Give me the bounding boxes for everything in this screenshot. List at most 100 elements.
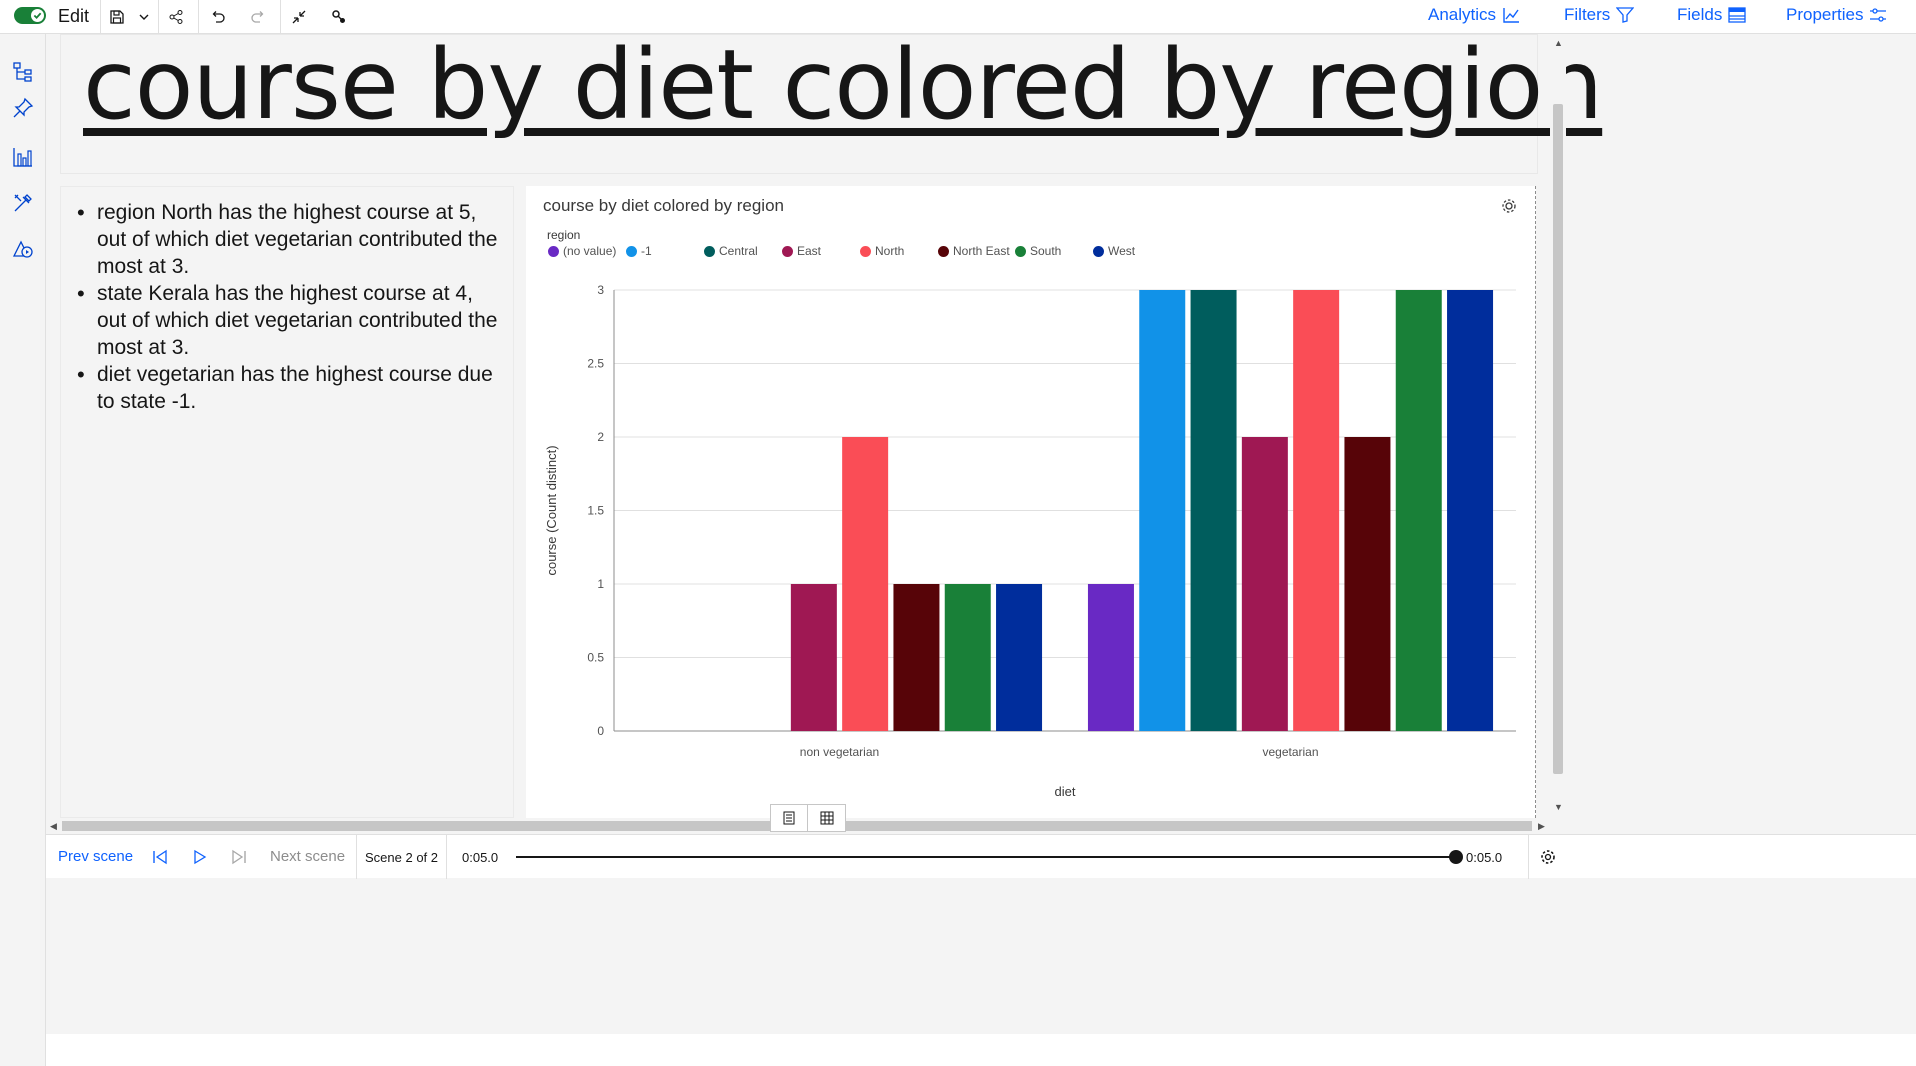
chevron-down-icon[interactable]	[134, 0, 154, 34]
table-icon[interactable]	[808, 805, 845, 831]
legend-title: region	[547, 228, 581, 242]
legend-item[interactable]: -1	[626, 244, 652, 258]
bar	[1190, 290, 1237, 731]
legend-swatch	[860, 245, 871, 257]
undo-icon[interactable]	[206, 0, 230, 34]
y-tick-label: 2.5	[587, 357, 604, 371]
share-icon[interactable]	[164, 0, 188, 34]
insight-item: diet vegetarian has the highest course d…	[77, 361, 503, 415]
bar	[1293, 290, 1340, 731]
properties-icon	[1870, 8, 1887, 22]
x-tick-label: non vegetarian	[800, 745, 879, 759]
legend-swatch	[626, 245, 637, 257]
toolbar-divider	[158, 0, 159, 34]
legend-item[interactable]: South	[1015, 244, 1061, 258]
bar-chart-icon[interactable]	[11, 145, 35, 169]
details-icon[interactable]	[771, 805, 808, 831]
bottom-divider	[1528, 835, 1529, 879]
settings-icon[interactable]	[1540, 849, 1556, 870]
relationship-icon[interactable]	[327, 0, 351, 34]
insights-panel[interactable]: region North has the highest course at 5…	[60, 186, 514, 818]
play-icon[interactable]	[192, 849, 208, 870]
vertical-scroll-thumb[interactable]	[1553, 104, 1563, 774]
scroll-up-arrow[interactable]: ▲	[1554, 38, 1563, 48]
bar	[1344, 437, 1391, 731]
chart-title: course by diet colored by region	[543, 196, 784, 215]
pin-icon[interactable]	[11, 96, 35, 120]
insight-item: state Kerala has the highest course at 4…	[77, 280, 503, 361]
prev-scene-button[interactable]: Prev scene	[58, 848, 134, 865]
check-icon	[31, 9, 44, 22]
legend-item[interactable]: (no value)	[548, 244, 616, 258]
scroll-down-arrow[interactable]: ▼	[1554, 802, 1563, 812]
legend-item[interactable]: East	[782, 244, 821, 258]
vertical-scrollbar[interactable]: ▲ ▼	[1550, 34, 1566, 818]
filter-icon	[1616, 7, 1635, 23]
y-tick-label: 0.5	[587, 651, 604, 665]
edit-mode-label: Edit	[58, 6, 90, 26]
properties-label: Properties	[1786, 5, 1864, 24]
x-tick-label: vegetarian	[1262, 745, 1318, 759]
time-start: 0:05.0	[462, 850, 499, 865]
shapes-icon[interactable]	[11, 237, 35, 261]
legend-item[interactable]: North	[860, 244, 904, 258]
filters-link[interactable]: Filters	[1564, 5, 1635, 25]
legend-label: South	[1030, 244, 1062, 258]
legend-label: -1	[641, 244, 652, 258]
skip-forward-icon[interactable]	[231, 849, 247, 870]
collapse-icon[interactable]	[287, 0, 311, 34]
fields-label: Fields	[1677, 5, 1723, 24]
fields-icon	[1728, 7, 1747, 23]
legend-swatch	[1093, 245, 1104, 257]
fields-link[interactable]: Fields	[1677, 5, 1747, 25]
bottom-divider	[356, 835, 357, 879]
tools-icon[interactable]	[11, 191, 35, 215]
timeline-track[interactable]	[516, 850, 1463, 864]
bar	[1139, 290, 1186, 731]
y-tick-label: 1	[597, 577, 604, 591]
insight-item: region North has the highest course at 5…	[77, 199, 503, 280]
legend-label: Central	[719, 244, 758, 258]
next-scene-button[interactable]: Next scene	[270, 848, 346, 865]
redo-icon[interactable]	[246, 0, 270, 34]
legend-label: North	[875, 244, 905, 258]
legend-label: West	[1108, 244, 1136, 258]
legend-swatch	[782, 245, 793, 257]
legend-swatch	[548, 245, 559, 257]
view-switcher	[770, 804, 846, 832]
filters-label: Filters	[1564, 5, 1611, 24]
scroll-left-arrow[interactable]: ◀	[50, 821, 57, 831]
save-icon[interactable]	[106, 0, 128, 34]
insights-list: region North has the highest course at 5…	[61, 187, 513, 415]
scroll-right-arrow[interactable]: ▶	[1538, 821, 1545, 831]
scene-counter: Scene 2 of 2	[365, 850, 438, 865]
gear-icon[interactable]	[1500, 197, 1518, 215]
bar	[944, 584, 991, 731]
toolbar-divider	[198, 0, 199, 34]
legend-item[interactable]: West	[1093, 244, 1135, 258]
time-end: 0:05.0	[1466, 850, 1503, 865]
title-widget[interactable]: course by diet colored by region	[60, 29, 1603, 174]
legend-label: (no value)	[563, 244, 617, 258]
chart-widget[interactable]: 0 0.5 1 1.5 2 2.5 3 non vegetarian vegetarian die…	[526, 186, 1536, 818]
legend-swatch	[1015, 245, 1026, 257]
analytics-link[interactable]: Analytics	[1428, 5, 1520, 25]
bar	[1087, 584, 1134, 731]
y-tick-label: 0	[597, 724, 604, 738]
bar	[996, 584, 1043, 731]
skip-back-icon[interactable]	[152, 849, 168, 870]
bar	[1447, 290, 1494, 731]
hierarchy-icon[interactable]	[11, 60, 35, 84]
legend-item[interactable]: Central	[704, 244, 758, 258]
legend-swatch	[938, 245, 949, 257]
legend-swatch	[704, 245, 715, 257]
properties-link[interactable]: Properties	[1786, 5, 1887, 25]
legend-label: North East	[953, 244, 1010, 258]
left-rail	[0, 34, 46, 1066]
bar	[1395, 290, 1442, 731]
bar	[790, 584, 837, 731]
legend-item[interactable]: North East	[938, 244, 1010, 258]
edit-toggle[interactable]	[14, 7, 46, 24]
timeline-handle[interactable]	[1449, 850, 1463, 864]
y-tick-label: 3	[597, 283, 604, 297]
